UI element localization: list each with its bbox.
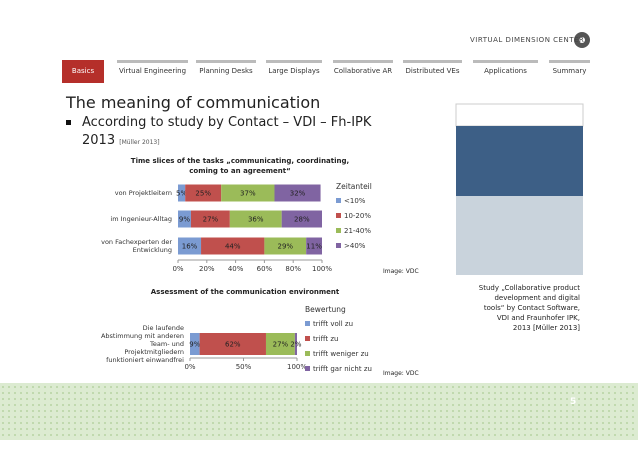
legend-title: Zeitanteil bbox=[336, 182, 372, 191]
category-label: Die laufende Abstimmung mit anderen Team… bbox=[100, 324, 184, 364]
bar-segment bbox=[274, 184, 321, 202]
value-label: 2% bbox=[290, 341, 301, 349]
chart-title: Time slices of the tasks „communicating,… bbox=[130, 157, 350, 175]
legend-swatch bbox=[336, 213, 341, 218]
bar-segment bbox=[178, 210, 191, 228]
nav-tab: Large Displays bbox=[266, 60, 322, 83]
nav-tab: Virtual Engineering bbox=[117, 60, 188, 83]
image-credit: Image: VDC bbox=[383, 268, 419, 275]
legend-label: >40% bbox=[344, 242, 366, 250]
value-label: 32% bbox=[290, 190, 306, 198]
caption: Study „Collaborative product development… bbox=[478, 284, 580, 332]
x-tick-label: 60% bbox=[257, 265, 273, 273]
bar-segment bbox=[199, 333, 266, 355]
bar-segment bbox=[190, 210, 230, 228]
legend-title: Bewertung bbox=[305, 305, 346, 314]
x-tick-label: 80% bbox=[285, 265, 301, 273]
category-label: im Ingenieur-Alltag bbox=[110, 215, 172, 223]
legend-label: <10% bbox=[344, 197, 366, 205]
bar-segment bbox=[306, 237, 322, 255]
page-number: 5 bbox=[570, 397, 577, 407]
logo-mark-inner bbox=[579, 37, 585, 43]
bullet-text: According to study by Contact – VDI – Fh… bbox=[82, 115, 372, 148]
image-credit: Image: VDC bbox=[383, 370, 419, 377]
value-label: 29% bbox=[277, 243, 293, 251]
legend-label: 10-20% bbox=[344, 212, 371, 220]
legend-swatch bbox=[336, 198, 341, 203]
x-tick-label: 50% bbox=[236, 363, 252, 371]
bullet-ref: [Müller 2013] bbox=[119, 139, 160, 146]
cover-logos bbox=[455, 103, 584, 127]
value-label: 11% bbox=[306, 243, 322, 251]
value-label: 9% bbox=[189, 341, 200, 349]
legend-swatch bbox=[305, 321, 310, 326]
nav-tab: Basics bbox=[62, 60, 104, 83]
chart-title: Assessment of the communication environm… bbox=[150, 288, 340, 296]
bar-segment bbox=[190, 333, 200, 355]
legend-swatch bbox=[305, 336, 310, 341]
bar-segment bbox=[281, 210, 322, 228]
legend-label: trifft weniger zu bbox=[313, 350, 369, 358]
legend-label: 21-40% bbox=[344, 227, 371, 235]
legend-label: trifft gar nicht zu bbox=[313, 365, 372, 373]
legend-label: trifft zu bbox=[313, 335, 338, 343]
footer-dots bbox=[0, 383, 638, 440]
x-tick-label: 20% bbox=[199, 265, 215, 273]
value-label: 25% bbox=[195, 190, 211, 198]
bullet-square bbox=[66, 120, 71, 125]
nav-tab: Applications bbox=[473, 60, 538, 83]
category-label: von Projektleitern bbox=[114, 189, 172, 197]
legend-swatch bbox=[336, 243, 341, 248]
value-label: 27% bbox=[273, 341, 289, 349]
legend-swatch bbox=[305, 351, 310, 356]
nav-tab: Summary bbox=[549, 60, 590, 83]
bar-segment bbox=[178, 237, 202, 255]
value-label: 36% bbox=[248, 216, 264, 224]
bar-segment bbox=[221, 184, 275, 202]
x-tick-label: 100% bbox=[312, 265, 332, 273]
nav-tab: Distributed VEs bbox=[403, 60, 462, 83]
x-tick-label: 0% bbox=[172, 265, 183, 273]
value-label: 9% bbox=[179, 216, 190, 224]
value-label: 37% bbox=[240, 190, 256, 198]
value-label: 5% bbox=[176, 190, 187, 198]
bar-segment bbox=[264, 237, 307, 255]
legend-label: trifft voll zu bbox=[313, 320, 353, 328]
category-label: von Fachexperten der Entwicklung bbox=[101, 238, 172, 254]
legend-swatch bbox=[336, 228, 341, 233]
cover-band bbox=[456, 126, 583, 196]
bullet: According to study by Contact – VDI – Fh… bbox=[82, 114, 402, 152]
value-label: 44% bbox=[225, 243, 241, 251]
bar-segment bbox=[294, 333, 297, 355]
value-label: 16% bbox=[182, 243, 198, 251]
bar-segment bbox=[178, 184, 186, 202]
cover-photo bbox=[456, 196, 583, 275]
bar-segment bbox=[201, 237, 265, 255]
value-label: 28% bbox=[294, 216, 310, 224]
x-tick-label: 0% bbox=[184, 363, 195, 371]
nav-tab: Collaborative AR bbox=[333, 60, 393, 83]
slide-title: The meaning of communication bbox=[66, 93, 321, 112]
value-label: 27% bbox=[203, 216, 219, 224]
legend-swatch bbox=[305, 366, 310, 371]
bar-segment bbox=[265, 333, 295, 355]
value-label: 62% bbox=[225, 341, 241, 349]
nav-tab: Planning Desks bbox=[196, 60, 256, 83]
logo-text: VIRTUAL DIMENSION CENTER bbox=[470, 36, 585, 44]
bar-segment bbox=[229, 210, 282, 228]
bar-segment bbox=[185, 184, 222, 202]
x-tick-label: 100% bbox=[287, 363, 307, 371]
x-tick-label: 40% bbox=[228, 265, 244, 273]
